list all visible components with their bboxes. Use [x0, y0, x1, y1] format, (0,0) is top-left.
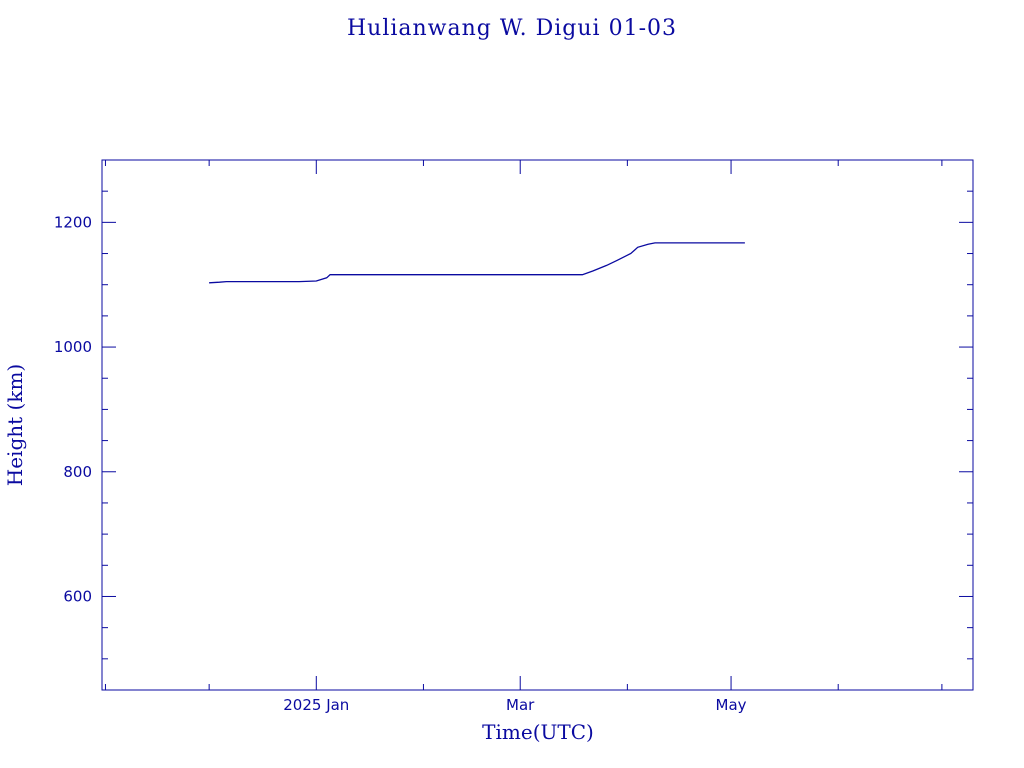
y-tick-label: 1000 — [54, 338, 92, 356]
y-tick-label: 800 — [63, 463, 92, 481]
y-tick-label: 600 — [63, 587, 92, 605]
height-series-line — [209, 242, 745, 284]
y-tick-label: 1200 — [54, 213, 92, 231]
x-axis: 2025 Jan Mar May — [104, 160, 943, 714]
x-tick-label: Mar — [506, 696, 535, 714]
chart-title: Hulianwang W. Digui 01-03 — [346, 16, 678, 41]
x-axis-title: Time(UTC) — [482, 720, 594, 744]
plot-frame — [101, 159, 974, 691]
x-tick-label: May — [716, 696, 747, 714]
y-axis: 600 800 1000 1200 — [54, 190, 973, 660]
y-axis-title: Height (km) — [3, 364, 27, 486]
x-tick-label: 2025 Jan — [283, 696, 349, 714]
